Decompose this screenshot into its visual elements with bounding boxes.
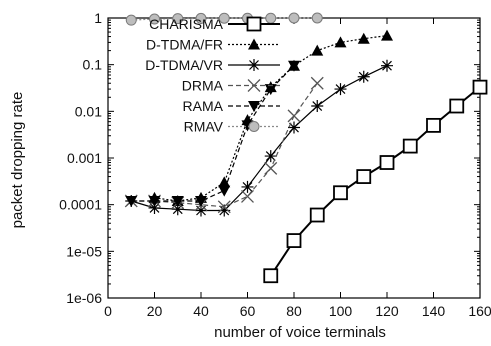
- data-point: [148, 195, 161, 207]
- y-axis-label: packet dropping rate: [9, 92, 26, 229]
- legend-entry: D-TDMA/VR: [145, 57, 280, 73]
- data-point: [264, 161, 278, 175]
- y-axis-ticks: 1e-06 1e-05 0.0001 0.001 0.01 0.1 1: [59, 10, 480, 306]
- legend-label: DRMA: [182, 78, 224, 94]
- x-tick-label: 60: [240, 303, 256, 319]
- y-tick-label: 0.001: [67, 150, 102, 166]
- data-point: [218, 176, 231, 188]
- legend-marker: [248, 101, 260, 112]
- data-point: [218, 12, 230, 24]
- data-point: [288, 12, 300, 24]
- data-point: [241, 180, 254, 193]
- legend-marker: [248, 121, 260, 132]
- x-tick-label: 140: [422, 303, 446, 319]
- data-point: [195, 204, 207, 217]
- series-rama: [125, 60, 300, 207]
- x-tick-label: 160: [468, 303, 491, 319]
- data-point: [264, 84, 277, 96]
- x-axis-label: number of voice terminals: [214, 324, 386, 341]
- legend-entry: CHARISMA: [149, 16, 280, 32]
- data-point: [218, 204, 231, 217]
- x-tick-label: 80: [286, 303, 302, 319]
- x-tick-label: 20: [147, 303, 163, 319]
- data-point: [172, 13, 184, 25]
- legend-entry: DRMA: [182, 78, 280, 94]
- x-tick-label: 120: [375, 303, 399, 319]
- legend-entry: RMAV: [184, 119, 280, 135]
- data-point: [149, 13, 160, 25]
- data-point: [287, 109, 301, 123]
- data-point: [309, 207, 325, 223]
- data-point: [311, 44, 324, 56]
- data-point: [379, 155, 395, 170]
- legend-label: CHARISMA: [149, 16, 224, 32]
- data-point: [449, 98, 465, 114]
- y-tick-label: 0.0001: [59, 197, 102, 213]
- data-point: [195, 195, 207, 207]
- legend-marker: [247, 79, 261, 92]
- legend-label: D-TDMA/FR: [146, 37, 223, 53]
- data-point: [286, 233, 302, 248]
- legend-entry: D-TDMA/FR: [146, 37, 280, 53]
- data-point: [334, 36, 347, 48]
- y-tick-label: 0.1: [83, 57, 103, 73]
- legend-marker: [248, 59, 260, 71]
- x-tick-label: 100: [329, 303, 353, 319]
- x-tick-label: 0: [104, 303, 112, 319]
- legend-marker: [246, 16, 262, 32]
- data-point: [217, 200, 231, 214]
- legend-marker: [248, 38, 260, 50]
- data-point: [310, 76, 324, 90]
- series-d-tdma-vr: [125, 59, 393, 217]
- series-lines: [124, 12, 488, 284]
- y-tick-label: 1e-06: [66, 290, 102, 306]
- data-point: [288, 121, 300, 134]
- data-point: [311, 100, 324, 113]
- data-point: [472, 79, 488, 95]
- data-point: [356, 169, 372, 184]
- data-point: [265, 12, 277, 24]
- data-point: [381, 29, 393, 41]
- data-point: [288, 60, 300, 72]
- legend-label: RMAV: [184, 119, 224, 135]
- y-tick-label: 1e-05: [66, 243, 102, 259]
- data-point: [357, 32, 370, 44]
- data-point: [334, 83, 347, 96]
- data-point: [241, 189, 254, 203]
- data-point: [148, 201, 161, 214]
- y-tick-label: 1: [94, 10, 102, 26]
- data-point: [381, 59, 393, 72]
- y-tick-label: 0.01: [75, 103, 102, 119]
- data-point: [218, 185, 231, 197]
- series-line: [131, 65, 388, 212]
- series-line: [269, 86, 481, 277]
- data-point: [125, 14, 137, 26]
- data-point: [171, 195, 184, 207]
- data-point: [426, 117, 441, 133]
- data-point: [263, 268, 279, 284]
- data-point: [195, 12, 207, 24]
- series-line: [131, 65, 295, 202]
- legend-label: D-TDMA/VR: [145, 57, 223, 73]
- data-point: [402, 138, 418, 154]
- series-line: [131, 82, 318, 208]
- x-tick-label: 40: [193, 303, 209, 319]
- data-point: [125, 195, 138, 207]
- series-charisma: [263, 79, 488, 284]
- data-point: [333, 185, 348, 201]
- legend-label: RAMA: [183, 98, 224, 114]
- legend-entry: RAMA: [183, 98, 280, 114]
- data-point: [311, 12, 323, 24]
- data-point: [171, 203, 184, 216]
- legend: CHARISMA D-TDMA/FR D-TDMA/VR DRMA RAMA RMAV: [145, 16, 280, 135]
- data-point: [264, 150, 277, 163]
- data-point: [357, 70, 370, 83]
